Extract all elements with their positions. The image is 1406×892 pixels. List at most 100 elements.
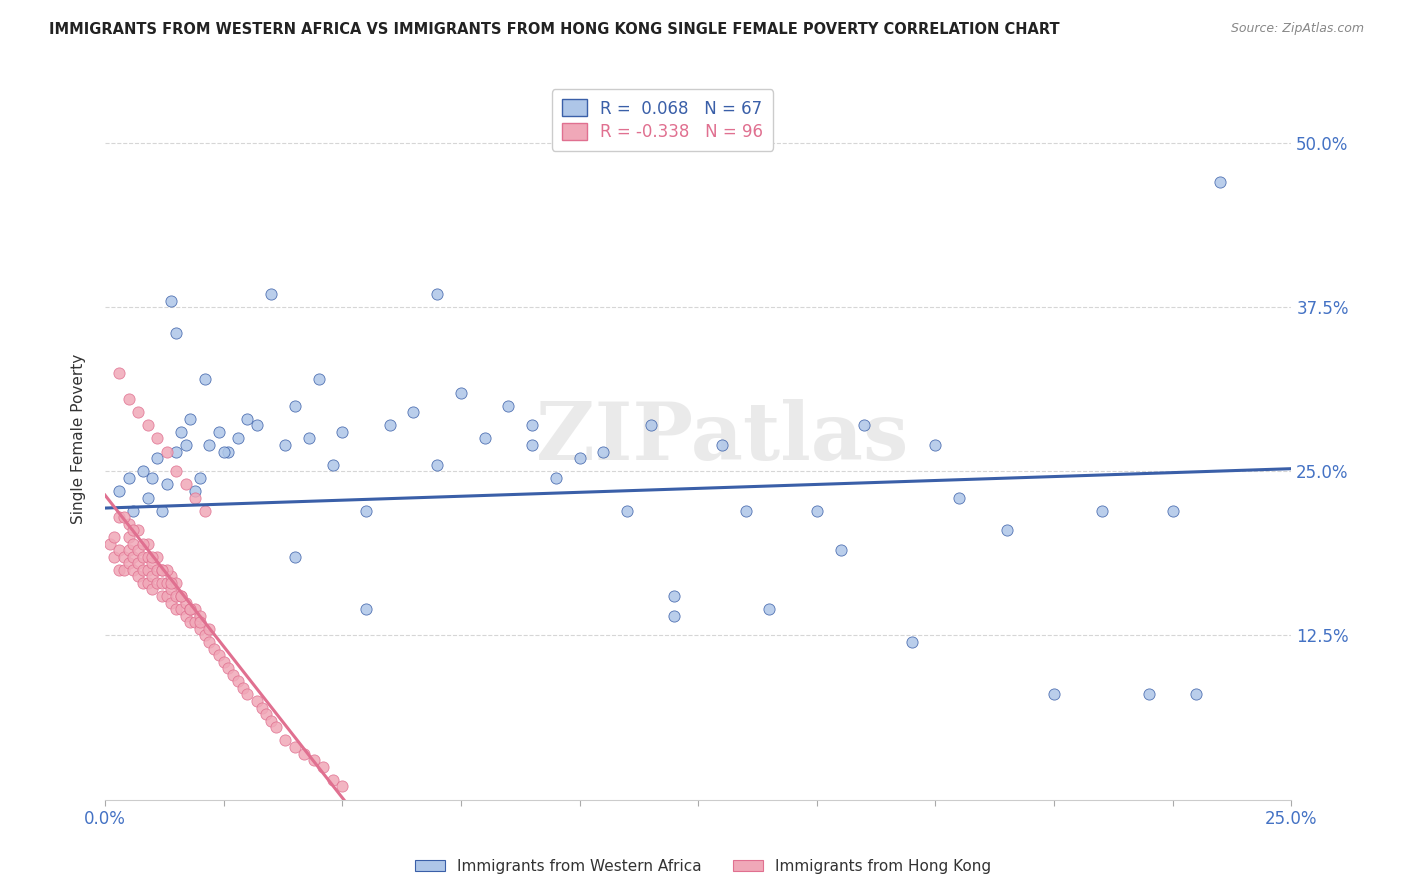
Y-axis label: Single Female Poverty: Single Female Poverty: [72, 353, 86, 524]
Point: [141, 549, 163, 564]
Point: [179, 602, 201, 616]
Point: [217, 661, 239, 675]
Point: [474, 432, 496, 446]
Point: [108, 510, 131, 524]
Point: [118, 530, 141, 544]
Text: IMMIGRANTS FROM WESTERN AFRICA VS IMMIGRANTS FROM HONG KONG SINGLE FEMALE POVERT: IMMIGRANTS FROM WESTERN AFRICA VS IMMIGR…: [49, 22, 1060, 37]
Point: [136, 491, 159, 505]
Point: [174, 477, 197, 491]
Point: [122, 549, 145, 564]
Point: [194, 628, 217, 642]
Point: [108, 563, 131, 577]
Point: [254, 707, 277, 722]
Point: [160, 575, 183, 590]
Point: [274, 733, 297, 747]
Point: [136, 536, 159, 550]
Point: [298, 432, 321, 446]
Legend: Immigrants from Western Africa, Immigrants from Hong Kong: Immigrants from Western Africa, Immigran…: [409, 853, 997, 880]
Point: [1209, 176, 1232, 190]
Point: [170, 589, 193, 603]
Point: [1137, 688, 1160, 702]
Point: [948, 491, 970, 505]
Point: [758, 602, 780, 616]
Point: [900, 635, 922, 649]
Point: [132, 464, 155, 478]
Point: [194, 372, 217, 386]
Point: [198, 438, 221, 452]
Point: [150, 563, 173, 577]
Text: Source: ZipAtlas.com: Source: ZipAtlas.com: [1230, 22, 1364, 36]
Point: [156, 444, 179, 458]
Point: [127, 524, 149, 538]
Point: [806, 504, 828, 518]
Point: [274, 438, 297, 452]
Point: [122, 524, 145, 538]
Point: [184, 602, 207, 616]
Point: [108, 543, 131, 558]
Point: [118, 471, 141, 485]
Point: [174, 596, 197, 610]
Point: [322, 772, 344, 787]
Point: [170, 602, 193, 616]
Point: [156, 575, 179, 590]
Point: [520, 438, 543, 452]
Point: [150, 589, 173, 603]
Point: [830, 543, 852, 558]
Point: [179, 615, 201, 630]
Point: [103, 549, 125, 564]
Point: [122, 563, 145, 577]
Point: [103, 530, 125, 544]
Point: [236, 411, 259, 425]
Point: [184, 615, 207, 630]
Point: [127, 543, 149, 558]
Point: [264, 720, 287, 734]
Point: [222, 668, 245, 682]
Point: [122, 504, 145, 518]
Point: [165, 575, 187, 590]
Point: [995, 524, 1018, 538]
Point: [156, 563, 179, 577]
Point: [198, 635, 221, 649]
Point: [184, 483, 207, 498]
Point: [544, 471, 567, 485]
Point: [112, 563, 135, 577]
Point: [236, 688, 259, 702]
Point: [426, 458, 449, 472]
Point: [141, 582, 163, 597]
Point: [354, 504, 377, 518]
Point: [141, 569, 163, 583]
Point: [165, 444, 187, 458]
Point: [232, 681, 254, 695]
Point: [122, 536, 145, 550]
Point: [108, 483, 131, 498]
Point: [853, 418, 876, 433]
Point: [664, 608, 686, 623]
Point: [174, 438, 197, 452]
Point: [165, 589, 187, 603]
Point: [136, 418, 159, 433]
Point: [302, 753, 325, 767]
Point: [292, 747, 315, 761]
Point: [592, 444, 614, 458]
Legend: R =  0.068   N = 67, R = -0.338   N = 96: R = 0.068 N = 67, R = -0.338 N = 96: [553, 89, 773, 151]
Point: [127, 405, 149, 419]
Point: [146, 563, 169, 577]
Point: [150, 563, 173, 577]
Point: [112, 549, 135, 564]
Point: [136, 575, 159, 590]
Point: [118, 556, 141, 570]
Point: [208, 648, 231, 662]
Point: [118, 392, 141, 406]
Point: [156, 589, 179, 603]
Point: [146, 432, 169, 446]
Point: [179, 602, 201, 616]
Point: [136, 563, 159, 577]
Point: [1161, 504, 1184, 518]
Point: [208, 425, 231, 439]
Point: [146, 575, 169, 590]
Point: [198, 622, 221, 636]
Point: [108, 366, 131, 380]
Point: [246, 418, 269, 433]
Point: [112, 510, 135, 524]
Point: [202, 641, 225, 656]
